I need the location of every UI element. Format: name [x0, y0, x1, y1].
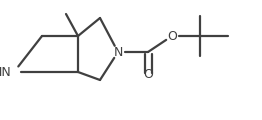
Text: O: O	[167, 30, 177, 42]
Text: N: N	[113, 45, 123, 59]
Text: HN: HN	[0, 66, 12, 78]
Text: O: O	[143, 69, 153, 81]
